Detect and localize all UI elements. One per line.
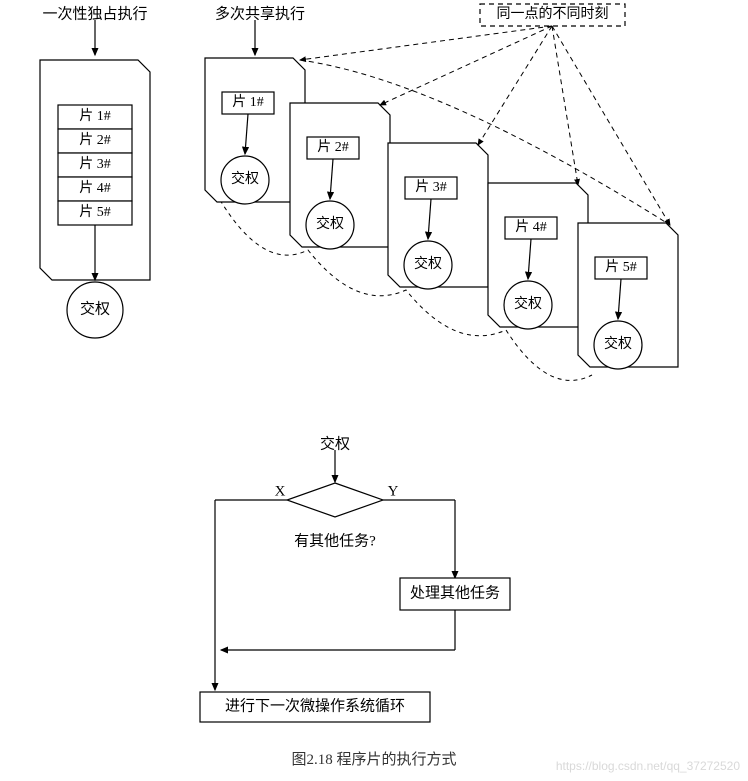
exclusive-slice: 片 1# [79, 108, 111, 124]
process-other: 处理其他任务 [410, 584, 500, 601]
shared-slice: 片 1# [232, 94, 264, 110]
shared-yield: 交权 [316, 215, 344, 232]
exclusive-slice: 片 5# [79, 204, 111, 220]
shared-slice: 片 2# [317, 139, 349, 155]
shared-yield: 交权 [514, 295, 542, 312]
watermark: https://blog.csdn.net/qq_37272520 [556, 759, 740, 773]
shared-yield: 交权 [231, 170, 259, 187]
exclusive-slice: 片 2# [79, 132, 111, 148]
exclusive-slice: 片 4# [79, 180, 111, 196]
shared-label: 多次共享执行 [215, 5, 305, 22]
final-box: 进行下一次微操作系统循环 [225, 697, 405, 714]
exclusive-label: 一次性独占执行 [42, 5, 147, 22]
shared-slice: 片 5# [605, 259, 637, 275]
exclusive-slice: 片 3# [79, 156, 111, 172]
exclusive-yield: 交权 [80, 299, 110, 317]
shared-slice: 片 3# [415, 179, 447, 195]
flow-start: 交权 [320, 434, 350, 452]
decision-y: Y [388, 483, 399, 499]
annotation-text: 同一点的不同时刻 [497, 6, 609, 22]
decision-x: X [275, 483, 286, 499]
shared-yield: 交权 [604, 335, 632, 352]
shared-yield: 交权 [414, 255, 442, 272]
shared-slice: 片 4# [515, 219, 547, 235]
decision-diamond [287, 483, 383, 517]
decision-text: 有其他任务? [294, 532, 376, 549]
